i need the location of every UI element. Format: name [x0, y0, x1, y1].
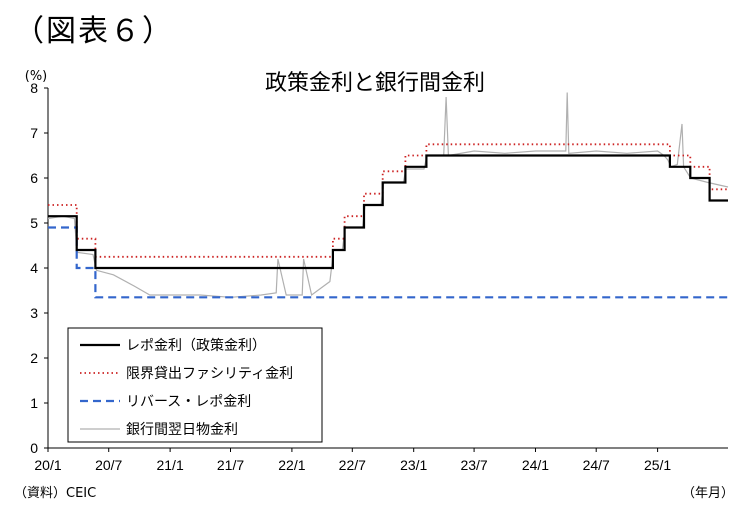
legend-label-2: リバース・レポ金利	[126, 394, 251, 410]
series-line-1	[48, 143, 728, 258]
series-layer	[47, 92, 729, 299]
legend-label-1: 限界貸出ファシリティ金利	[126, 366, 293, 382]
x-tick-label: 20/1	[34, 457, 61, 473]
y-tick-label: 5	[30, 215, 38, 231]
x-tick-label: 24/7	[583, 457, 610, 473]
y-tick-label: 8	[30, 80, 38, 96]
x-axis-ticks: 20/1 20/7 21/1 21/7 22/1 22/7 23/1 23/7 24/1 24/7…	[34, 448, 671, 473]
source-note: （資料）CEIC	[14, 486, 96, 501]
legend-label-3: 銀行間翌日物金利	[126, 422, 238, 438]
x-tick-label: 22/7	[339, 457, 366, 473]
x-tick-label: 23/7	[460, 457, 487, 473]
series-line-3	[47, 92, 729, 298]
series-line-2	[48, 226, 728, 299]
y-tick-label: 3	[30, 305, 38, 321]
legend-box	[67, 327, 323, 443]
chart-title: 政策金利と銀行間金利	[265, 71, 485, 96]
y-tick-label: 6	[30, 170, 38, 186]
x-tick-label: 24/1	[522, 457, 549, 473]
x-tick-label: 21/1	[156, 457, 183, 473]
series-line-0	[48, 154, 728, 270]
y-tick-label: 0	[30, 440, 38, 456]
x-tick-label: 22/1	[278, 457, 305, 473]
x-tick-label: 21/7	[217, 457, 244, 473]
y-tick-label: 7	[30, 125, 38, 141]
figure-label: （図表６）	[14, 14, 174, 49]
y-axis-unit-label: (%)	[25, 69, 48, 84]
y-axis-ticks: 0 1 2 3 4 5 6 7 8	[30, 80, 48, 456]
x-tick-label: 20/7	[95, 457, 122, 473]
y-tick-label: 1	[30, 395, 38, 411]
y-tick-label: 2	[30, 350, 38, 366]
x-axis-unit-label: （年月）	[682, 486, 734, 501]
x-tick-label: 25/1	[644, 457, 671, 473]
y-tick-label: 4	[30, 260, 38, 276]
legend-label-0: レポ金利（政策金利）	[126, 337, 266, 354]
x-tick-label: 23/1	[400, 457, 427, 473]
